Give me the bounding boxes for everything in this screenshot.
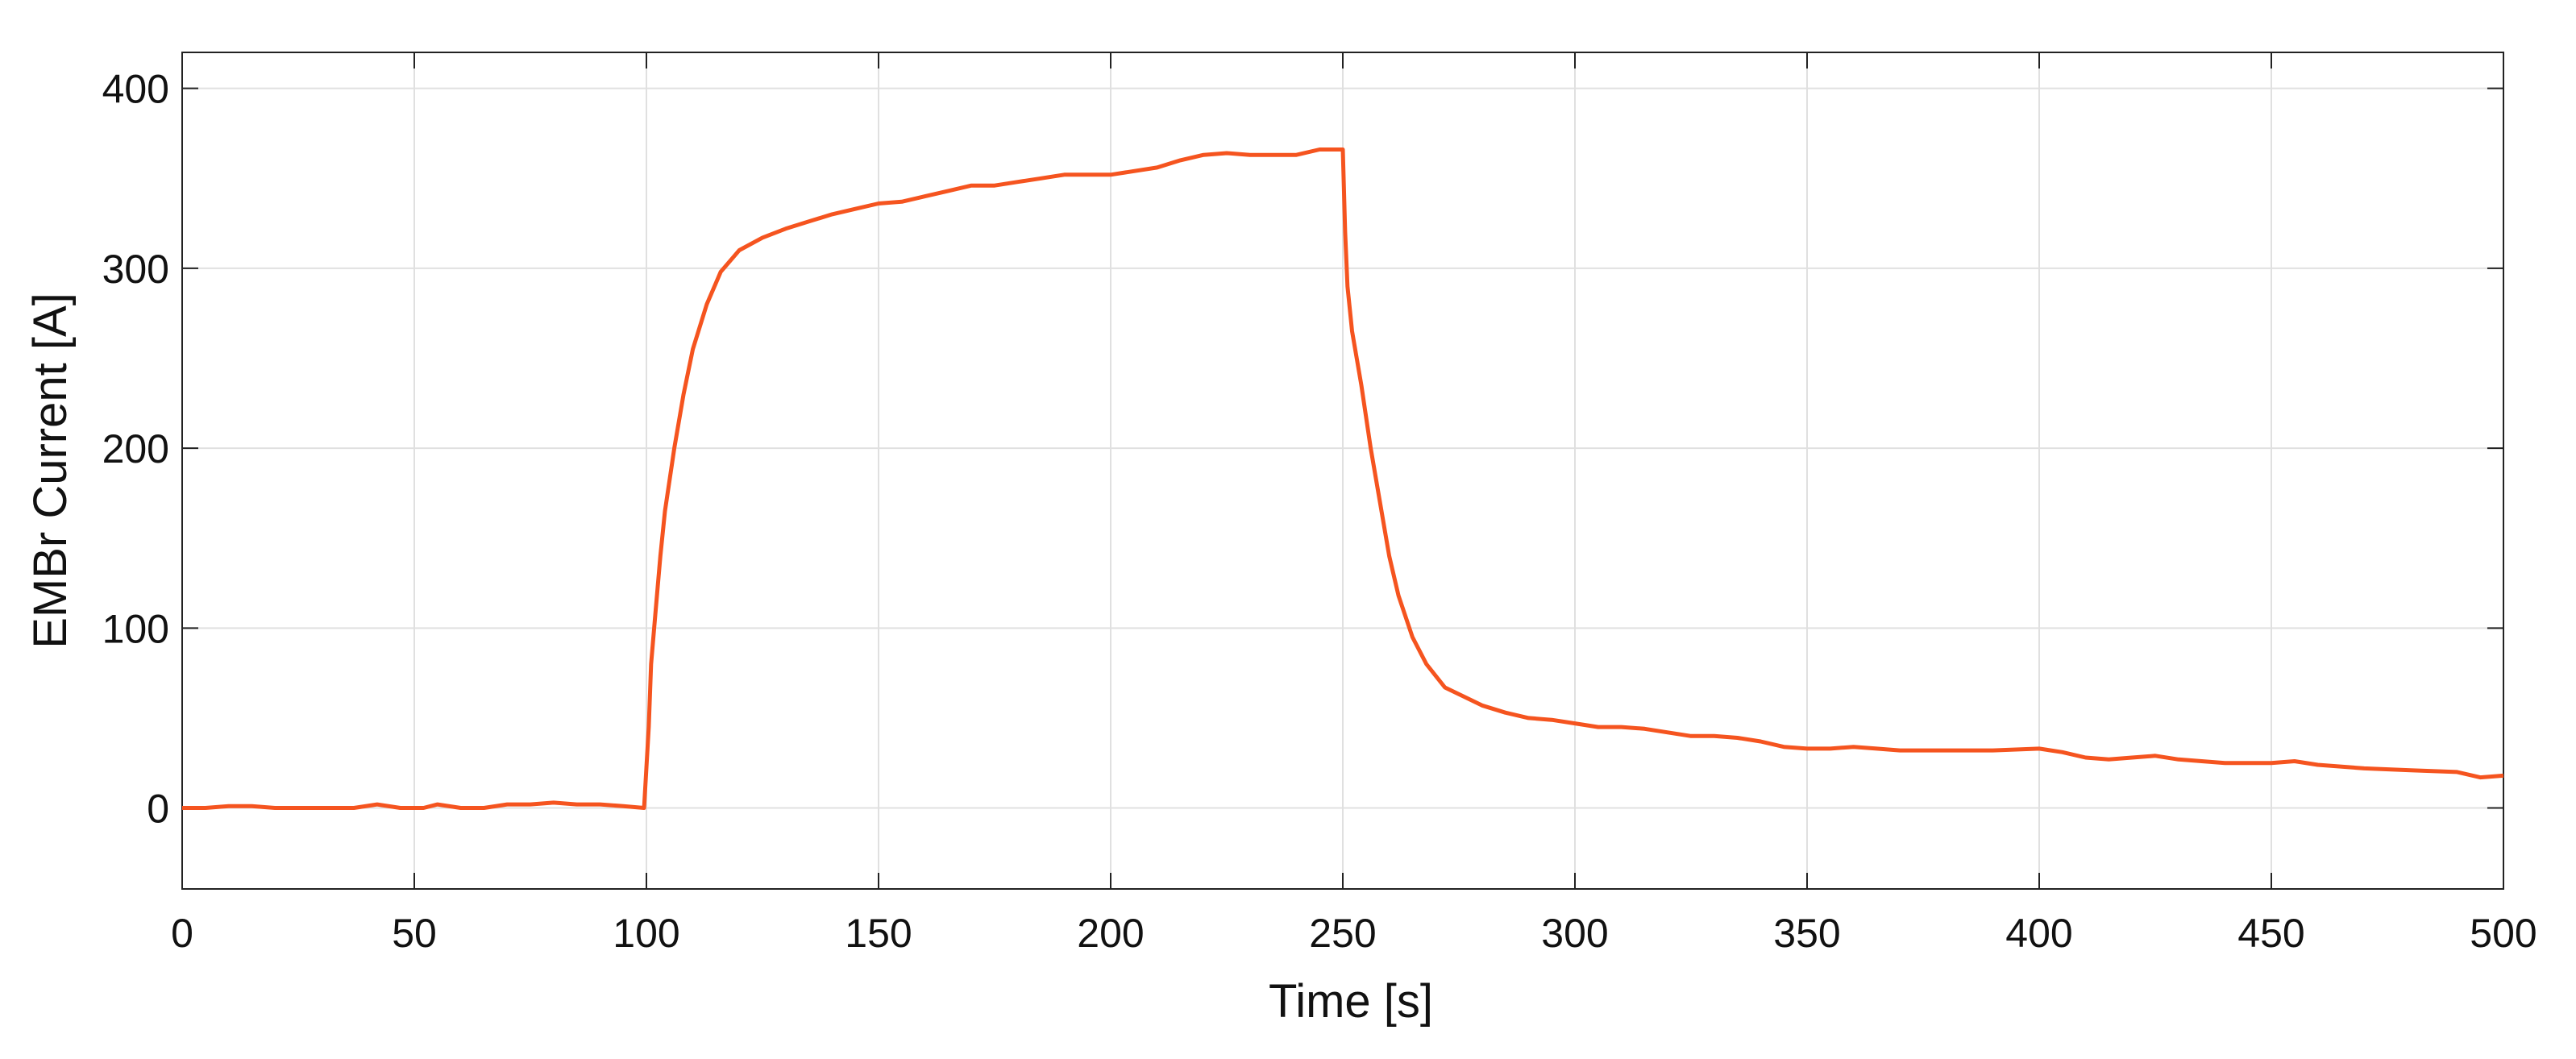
data-line (182, 147, 2504, 810)
x-axis-label: Time [s] (1269, 975, 1433, 1028)
y-tick-label: 300 (102, 247, 169, 292)
x-tick-label: 450 (2237, 911, 2304, 956)
x-tick-label: 100 (613, 911, 679, 956)
x-tick-label: 350 (1773, 911, 1840, 956)
y-tick-label: 0 (147, 787, 169, 832)
x-tick-label: 300 (1541, 911, 1608, 956)
x-tick-label: 0 (171, 911, 193, 956)
y-axis-label: EMBr Current [A] (24, 293, 77, 649)
y-tick-label: 100 (102, 606, 169, 651)
plot-frame (181, 52, 2504, 890)
y-tick-label: 200 (102, 426, 169, 471)
x-tick-label: 250 (1309, 911, 1376, 956)
y-tick-label: 400 (102, 67, 169, 112)
x-tick-label: 500 (2470, 911, 2537, 956)
x-tick-label: 400 (2005, 911, 2072, 956)
x-tick-label: 150 (845, 911, 912, 956)
x-tick-label: 200 (1077, 911, 1144, 956)
x-tick-label: 50 (392, 911, 437, 956)
